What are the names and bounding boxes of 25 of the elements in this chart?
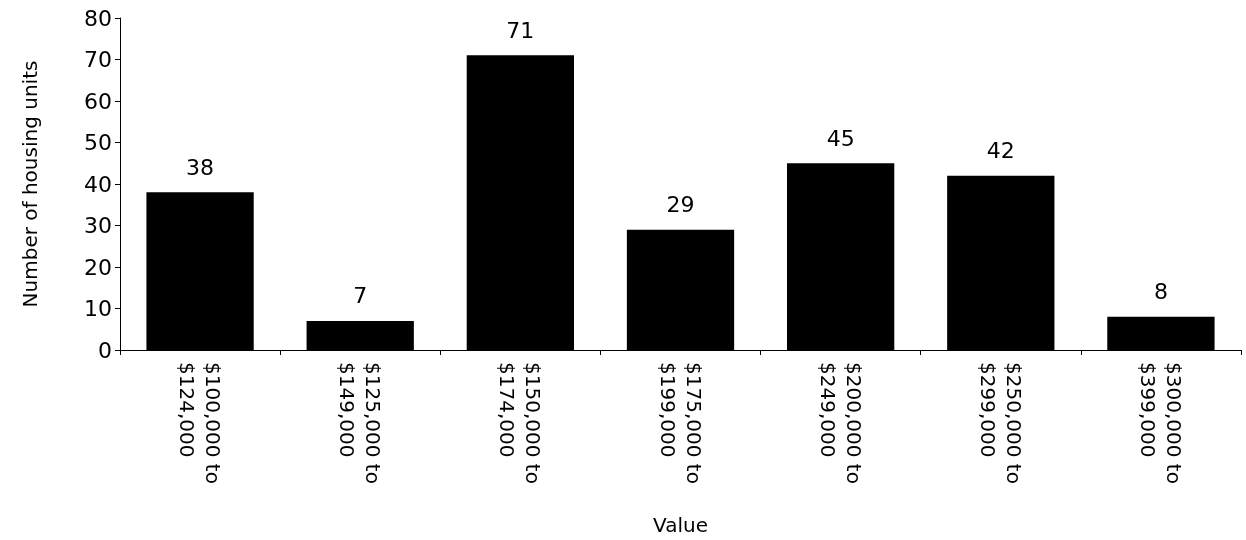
data-label: 71: [506, 17, 535, 43]
data-label: 42: [986, 138, 1015, 164]
y-tick-label: 30: [84, 213, 112, 238]
x-tick-label: $200,000 to $249,000: [815, 362, 866, 491]
x-tick-label: $100,000 to $124,000: [175, 362, 226, 491]
data-label: 45: [826, 125, 855, 151]
y-tick-label: 60: [84, 88, 112, 114]
x-tick-label: $125,000 to $149,000: [335, 362, 386, 491]
x-tick-label: $150,000 to $174,000: [495, 362, 546, 491]
data-label: 7: [353, 283, 368, 309]
y-tick-label: 50: [84, 130, 112, 155]
x-axis-title: Value: [653, 513, 708, 537]
x-tick-label: $175,000 to $199,000: [655, 362, 706, 491]
y-tick-label: 0: [98, 337, 112, 363]
data-label: 29: [666, 192, 695, 218]
y-tick-label: 40: [84, 171, 112, 197]
x-tick-label: $250,000 to $299,000: [975, 362, 1026, 491]
data-label: 38: [186, 154, 215, 180]
y-axis-title: Number of housing units: [18, 60, 42, 308]
data-label: 8: [1153, 279, 1168, 305]
y-tick-label: 70: [84, 47, 112, 72]
y-tick-label: 20: [84, 254, 112, 280]
x-tick-label: $300,000 to $399,000: [1135, 362, 1186, 491]
y-tick-label: 10: [84, 296, 112, 321]
y-tick-label: 80: [84, 5, 112, 31]
